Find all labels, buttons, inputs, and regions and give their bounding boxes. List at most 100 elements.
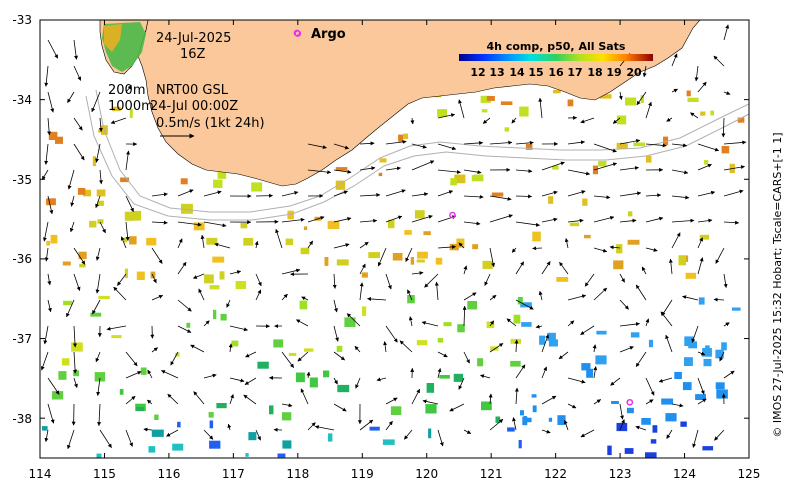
sst-pixel bbox=[58, 371, 67, 380]
sst-pixel bbox=[48, 131, 58, 140]
current-arrow bbox=[645, 247, 658, 252]
current-arrow bbox=[671, 143, 688, 148]
sst-pixel bbox=[633, 142, 646, 147]
sst-pixel bbox=[245, 453, 249, 457]
current-arrow bbox=[359, 166, 376, 171]
current-arrow bbox=[177, 325, 192, 333]
current-arrow bbox=[567, 403, 577, 409]
current-arrow bbox=[458, 99, 465, 119]
current-arrow bbox=[489, 343, 504, 353]
y-tick-label: -35 bbox=[12, 173, 32, 187]
current-arrow bbox=[723, 273, 728, 288]
sst-pixel bbox=[231, 340, 239, 347]
current-arrow bbox=[610, 377, 621, 386]
current-arrow bbox=[563, 419, 569, 431]
sst-pixel bbox=[295, 372, 305, 383]
sst-pixel bbox=[510, 360, 521, 367]
current-arrow bbox=[665, 334, 673, 353]
sst-pixel bbox=[531, 394, 537, 398]
current-arrow bbox=[67, 169, 75, 190]
current-arrow bbox=[367, 296, 387, 301]
sst-pixel bbox=[624, 448, 634, 454]
current-arrow bbox=[410, 117, 415, 125]
current-arrow bbox=[411, 192, 429, 197]
sst-pixel bbox=[684, 336, 694, 346]
current-arrow bbox=[67, 429, 75, 450]
current-arrow bbox=[723, 370, 735, 379]
current-arrow bbox=[243, 394, 257, 405]
current-arrow bbox=[151, 220, 168, 225]
current-arrow bbox=[489, 247, 496, 268]
sst-pixel bbox=[687, 97, 699, 102]
sst-pixel bbox=[490, 346, 499, 351]
current-arrow bbox=[42, 221, 49, 242]
current-arrow bbox=[333, 217, 352, 223]
sst-pixel bbox=[521, 322, 532, 327]
current-arrow bbox=[671, 169, 689, 175]
sst-pixel bbox=[216, 403, 227, 409]
current-arrow bbox=[297, 351, 309, 362]
sst-pixel bbox=[97, 219, 104, 224]
current-arrow bbox=[489, 320, 495, 327]
current-arrow bbox=[92, 299, 101, 315]
sst-pixel bbox=[112, 106, 121, 112]
sst-pixel bbox=[277, 453, 286, 458]
sst-pixel bbox=[300, 247, 310, 255]
sst-pixel bbox=[504, 127, 510, 132]
current-arrow bbox=[514, 387, 519, 405]
sst-pixel bbox=[482, 260, 493, 269]
current-arrow bbox=[125, 429, 133, 447]
sst-pixel bbox=[700, 111, 706, 116]
current-arrow bbox=[405, 247, 413, 262]
current-arrow bbox=[307, 216, 325, 223]
current-arrow bbox=[559, 261, 569, 275]
sst-pixel bbox=[209, 420, 214, 429]
current-arrow bbox=[619, 322, 640, 327]
current-arrow bbox=[346, 313, 361, 327]
current-arrow bbox=[359, 263, 366, 275]
current-arrow bbox=[437, 169, 461, 175]
sst-pixel bbox=[695, 394, 706, 400]
sst-pixel bbox=[140, 367, 147, 375]
current-arrow bbox=[47, 377, 60, 395]
current-arrow bbox=[463, 169, 482, 175]
sst-pixel bbox=[616, 422, 628, 432]
sst-pixel bbox=[443, 322, 452, 327]
current-arrow bbox=[458, 242, 465, 249]
sst-pixel bbox=[273, 339, 284, 348]
sst-pixel bbox=[650, 439, 657, 444]
x-tick-label: 125 bbox=[737, 467, 760, 481]
sst-pixel bbox=[616, 115, 627, 125]
colorbar-tick-label: 19 bbox=[606, 66, 621, 79]
y-axis: -33 -34 -35 -36 -37 -38 bbox=[12, 13, 32, 426]
current-arrow bbox=[47, 403, 55, 424]
current-arrow bbox=[44, 65, 49, 87]
current-arrow bbox=[95, 351, 101, 363]
current-arrow bbox=[511, 247, 517, 253]
sst-pixel bbox=[641, 418, 651, 425]
current-arrow bbox=[635, 351, 647, 368]
current-arrow bbox=[359, 282, 364, 301]
current-arrow bbox=[359, 241, 369, 249]
current-arrow bbox=[619, 218, 637, 223]
current-arrow bbox=[255, 273, 262, 287]
sst-pixel bbox=[243, 237, 254, 246]
y-tick-label: -37 bbox=[12, 332, 32, 346]
current-arrow bbox=[193, 391, 205, 405]
current-arrow bbox=[214, 242, 231, 249]
x-tick-label: 119 bbox=[351, 467, 374, 481]
current-arrow bbox=[645, 216, 664, 223]
sst-pixel bbox=[495, 416, 501, 423]
sst-pixel bbox=[285, 238, 294, 246]
sst-pixel bbox=[328, 433, 333, 442]
current-arrow bbox=[377, 247, 387, 267]
sst-pixel bbox=[208, 412, 214, 418]
sst-pixel bbox=[520, 302, 532, 308]
current-arrow bbox=[723, 91, 731, 95]
current-arrow bbox=[619, 165, 639, 171]
current-arrow bbox=[489, 140, 513, 145]
sst-pixel bbox=[518, 440, 522, 449]
sst-pixel bbox=[148, 446, 156, 453]
sst-pixel bbox=[327, 220, 340, 229]
